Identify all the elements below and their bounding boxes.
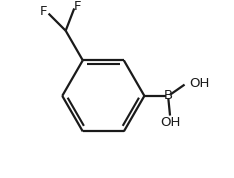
Text: F: F: [40, 4, 48, 17]
Text: F: F: [74, 0, 81, 13]
Text: B: B: [164, 89, 173, 102]
Text: OH: OH: [160, 116, 180, 129]
Text: OH: OH: [190, 77, 210, 90]
